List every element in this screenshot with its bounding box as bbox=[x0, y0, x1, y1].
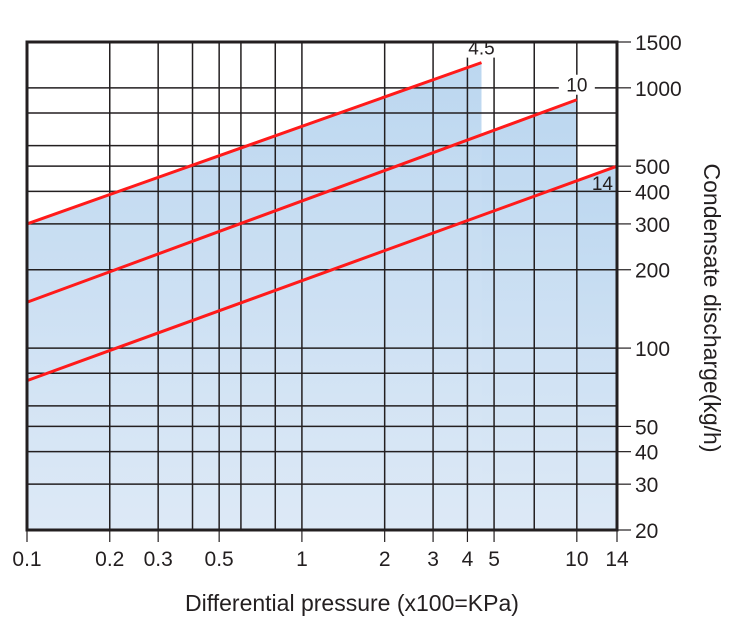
y-tick-label: 300 bbox=[635, 214, 670, 237]
x-tick-label: 10 bbox=[565, 548, 588, 571]
y-tick-label: 500 bbox=[635, 156, 670, 179]
y-tick-label: 100 bbox=[635, 338, 670, 361]
y-tick-label: 50 bbox=[635, 416, 658, 439]
x-tick-label: 1 bbox=[296, 548, 308, 571]
capacity-area-layer bbox=[27, 62, 617, 531]
series-layer: 4.5 10 14 bbox=[26, 37, 618, 383]
y-tick-label: 30 bbox=[635, 474, 658, 497]
series-label-4.5: 4.5 bbox=[468, 39, 494, 60]
y-tick-label: 20 bbox=[635, 520, 658, 543]
y-tick-label: 1500 bbox=[635, 32, 682, 55]
series-line-4.5 bbox=[26, 61, 482, 226]
series-label-background bbox=[558, 74, 595, 95]
y-tick-label: 200 bbox=[635, 260, 670, 283]
x-axis-label: Differential pressure (x100=KPa) bbox=[185, 590, 519, 616]
x-tick-label: 0.5 bbox=[205, 548, 234, 571]
series-line-14 bbox=[26, 164, 618, 383]
x-tick-label: 0.2 bbox=[95, 548, 124, 571]
x-tick-label: 0.1 bbox=[12, 548, 41, 571]
y-tick-label: 40 bbox=[635, 442, 658, 465]
y-axis-label: Condensate discharge(kg/h) bbox=[699, 164, 725, 453]
x-tick-label: 2 bbox=[379, 548, 391, 571]
x-tick-label: 0.3 bbox=[144, 548, 173, 571]
grid-layer bbox=[27, 42, 617, 530]
capacity-area-10 bbox=[481, 99, 577, 530]
x-tick-label: 14 bbox=[605, 548, 629, 571]
x-tick-label: 5 bbox=[488, 548, 500, 571]
axes-layer: 0.1 0.2 0.3 0.5 1 2 3 4 5 10 14 20 30 40 50 100 200 300 40… bbox=[12, 32, 681, 571]
series-label-14: 14 bbox=[592, 174, 614, 195]
y-tick-label: 1000 bbox=[635, 78, 682, 101]
y-tick-label: 400 bbox=[635, 181, 670, 204]
series-label-10: 10 bbox=[566, 76, 587, 97]
capacity-area-4.5 bbox=[27, 62, 482, 530]
plot-border bbox=[25, 40, 619, 532]
series-line-10 bbox=[26, 98, 578, 304]
x-tick-label: 3 bbox=[427, 548, 439, 571]
x-tick-label: 4 bbox=[462, 548, 474, 571]
